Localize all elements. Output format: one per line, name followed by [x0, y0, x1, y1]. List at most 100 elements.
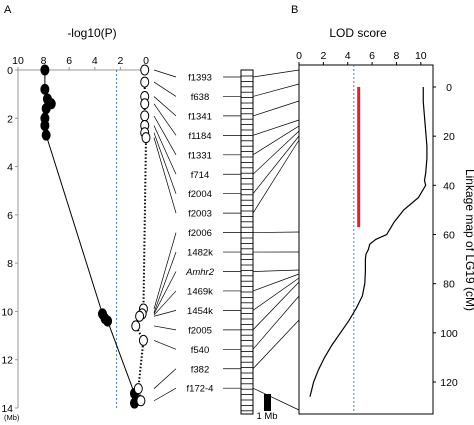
marker-label: 1469k [187, 286, 213, 297]
marker-connector-left [153, 387, 177, 402]
marker-connector-linkage [252, 83, 300, 97]
physical-map: f1393 f638 f1341 f1184 f1331 f714 f2004 f2003 f2… [153, 69, 300, 415]
marker-connector-linkage [252, 281, 300, 331]
panel-b-x-tick-label: 2 [320, 50, 326, 62]
panel-a-y-tick-label: 14 [1, 403, 13, 415]
marker-connector-left [153, 251, 177, 313]
panel-a-x-tick-label: 8 [41, 55, 47, 67]
panel-a-y-tick-label: 12 [1, 355, 13, 367]
marker-connector-left [153, 368, 177, 389]
marker-connector-left [153, 132, 177, 194]
panel-b-y-tick-label: 120 [440, 377, 458, 389]
panel-label-b: B [291, 4, 298, 16]
panel-b-y-tick-label: 40 [443, 180, 455, 192]
lod-curve [309, 87, 428, 397]
panel-b-x-tick-label: 4 [345, 50, 351, 62]
marker-connector-linkage [252, 69, 300, 78]
marker-connector-left [153, 232, 177, 310]
panel-a-filled-series-line [44, 70, 135, 404]
marker-label: f714 [191, 170, 210, 181]
marker-label: f2004 [188, 189, 212, 200]
panel-a-x-tick-label: 4 [92, 55, 98, 67]
marker-connector-linkage [252, 139, 300, 214]
panel-b-y-tick-label: 100 [440, 328, 458, 340]
open-point [140, 64, 150, 76]
open-point [140, 76, 150, 88]
marker-label: f2005 [188, 325, 212, 336]
panel-b-y-label: Linkage map of LG19 (cM) [463, 169, 474, 311]
open-point [141, 132, 151, 144]
panel-b-y-tick-label: 20 [443, 131, 455, 143]
panel-a-plot: 10 8 6 4 2 0 0 2 4 6 8 10 12 14 [1, 55, 151, 415]
marker-label: f1184 [188, 131, 211, 142]
open-point [133, 383, 143, 395]
filled-point [41, 129, 51, 141]
panel-b-y-tick-label: 60 [443, 230, 455, 242]
scale-bar [264, 394, 271, 411]
marker-connector-linkage [252, 319, 300, 369]
marker-label: f638 [191, 92, 210, 103]
open-point [135, 310, 145, 322]
marker-connector-left [153, 69, 177, 78]
marker-connector-left [153, 310, 177, 317]
marker-connector-linkage [252, 135, 300, 194]
panel-a-y-tick-label: 4 [7, 162, 13, 174]
marker-label: Amhr2 [185, 267, 215, 278]
chromosome-bar [240, 69, 254, 415]
filled-point [40, 120, 50, 132]
panel-a-y-tick-label: 8 [7, 258, 13, 270]
marker-connector-linkage [252, 231, 300, 233]
panel-label-a: A [4, 4, 12, 16]
filled-point [41, 103, 51, 115]
open-point [140, 110, 150, 122]
filled-point [40, 64, 50, 76]
filled-point [103, 315, 113, 327]
panel-b-y-tick-label: 80 [443, 279, 455, 291]
marker-label: f1393 [188, 73, 212, 84]
filled-point [40, 83, 50, 95]
panel-b-x-tick-label: 0 [296, 50, 302, 62]
open-point [138, 334, 148, 346]
marker-label: f2006 [188, 228, 212, 239]
marker-label: f2003 [188, 209, 212, 220]
marker-connector-left [153, 125, 177, 175]
marker-connector-left [153, 325, 177, 331]
marker-label: f1341 [188, 111, 212, 122]
panel-a-x-label: -log10(P) [67, 26, 116, 40]
panel-a-y-tick-label: 0 [7, 65, 13, 77]
marker-connector-left [153, 103, 177, 136]
marker-label: 1454k [187, 306, 213, 317]
marker-connector-left [153, 115, 177, 155]
open-point [140, 98, 150, 110]
marker-label: f382 [191, 364, 210, 375]
marker-connector-left [153, 96, 177, 117]
panel-a-x-tick-label: 6 [66, 55, 72, 67]
panel-b-y-tick-label: 0 [446, 82, 452, 94]
open-point [136, 395, 146, 407]
marker-label: f540 [191, 345, 210, 356]
marker-connector-linkage [252, 125, 300, 156]
marker-connector-linkage [252, 277, 300, 311]
panel-a-x-tick-label: 0 [143, 55, 149, 67]
marker-connector-linkage [252, 119, 300, 136]
marker-connector-linkage [252, 100, 300, 117]
open-point [131, 320, 141, 332]
panel-a-y-unit: (Mb) [4, 413, 20, 422]
panel-b-frame [298, 64, 434, 415]
panel-a-x-tick-label: 2 [117, 55, 123, 67]
marker-connector-left [153, 271, 177, 315]
panel-b-x-label: LOD score [329, 26, 387, 40]
marker-connector-linkage [252, 130, 300, 175]
marker-connector-left [153, 340, 177, 350]
marker-connector-linkage [252, 387, 300, 411]
panel-b-x-tick-label: 8 [394, 50, 400, 62]
scale-bar-label: 1 Mb [256, 411, 277, 422]
marker-connector-linkage [252, 269, 300, 272]
marker-label: f1331 [188, 150, 212, 161]
panel-b-x-tick-label: 6 [369, 50, 375, 62]
panel-b-x-tick-label: 10 [415, 50, 427, 62]
marker-label: f172-4 [187, 384, 214, 395]
marker-connector-left [153, 137, 177, 214]
